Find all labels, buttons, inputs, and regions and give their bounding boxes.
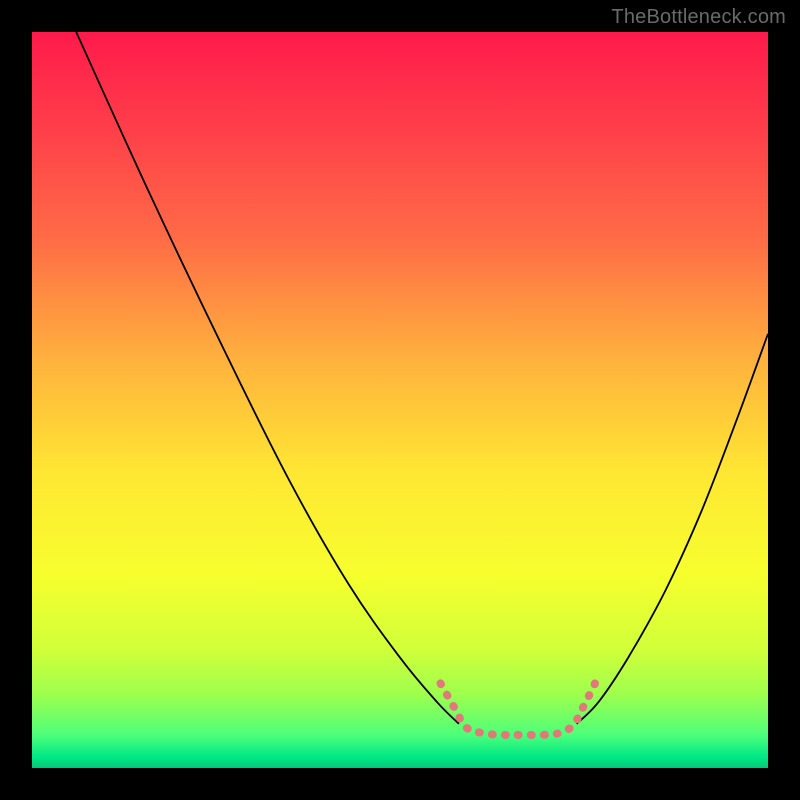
chart-frame: TheBottleneck.com [0, 0, 800, 800]
bottleneck-chart [32, 32, 768, 768]
plot-area [32, 32, 768, 768]
watermark-text: TheBottleneck.com [611, 6, 786, 29]
